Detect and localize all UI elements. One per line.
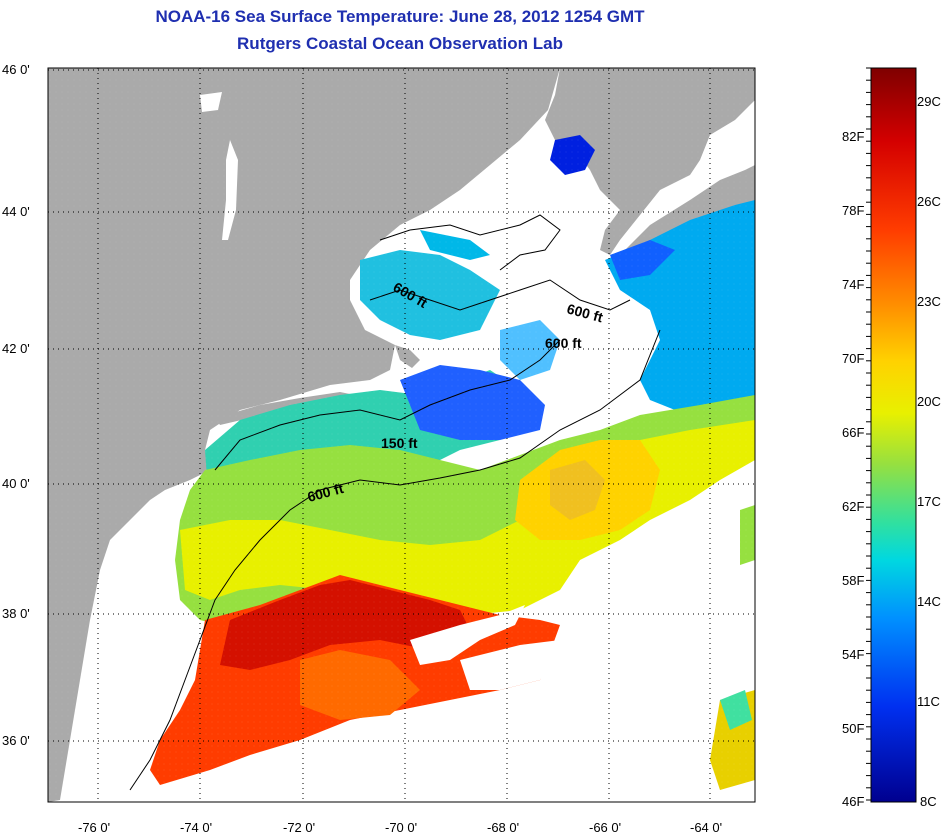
colorbar-f-label: 50F — [842, 721, 864, 736]
contour-label: 600 ft — [545, 335, 582, 351]
lat-label: 42 0' — [2, 341, 30, 356]
colorbar-f-label: 74F — [842, 277, 864, 292]
colorbar-f-label: 58F — [842, 573, 864, 588]
colorbar-f-label: 54F — [842, 647, 864, 662]
colorbar-f-label: 78F — [842, 203, 864, 218]
lon-label: -68 0' — [487, 820, 519, 835]
lon-label: -66 0' — [589, 820, 621, 835]
lat-label: 44 0' — [2, 204, 30, 219]
longitude-labels: -76 0' -74 0' -72 0' -70 0' -68 0' -66 0… — [78, 820, 722, 835]
colorbar-c-label: 23C — [917, 294, 941, 309]
colorbar: 82F 78F 74F 70F 66F 62F 58F 54F 50F 46F … — [842, 67, 941, 809]
lat-label: 40 0' — [2, 476, 30, 491]
contour-label: 150 ft — [381, 435, 418, 451]
colorbar-gradient — [870, 67, 917, 803]
colorbar-c-label: 29C — [917, 94, 941, 109]
colorbar-c-label: 11C — [917, 694, 940, 709]
lon-label: -74 0' — [180, 820, 212, 835]
colorbar-f-label: 46F — [842, 794, 864, 809]
lon-label: -76 0' — [78, 820, 110, 835]
lat-label: 46 0' — [2, 62, 30, 77]
map-subtitle: Rutgers Coastal Ocean Observation Lab — [237, 34, 563, 53]
colorbar-f-label: 82F — [842, 129, 864, 144]
colorbar-c-label: 8C — [920, 794, 937, 809]
colorbar-f-label: 66F — [842, 425, 864, 440]
map-area — [48, 68, 755, 802]
colorbar-c-label: 20C — [917, 394, 941, 409]
lat-label: 38 0' — [2, 606, 30, 621]
lon-label: -70 0' — [385, 820, 417, 835]
lat-label: 36 0' — [2, 733, 30, 748]
lon-label: -72 0' — [283, 820, 315, 835]
map-frame — [47, 67, 756, 803]
colorbar-f-label: 62F — [842, 499, 864, 514]
colorbar-c-label: 14C — [917, 594, 941, 609]
colorbar-f-label: 70F — [842, 351, 864, 366]
map-title: NOAA-16 Sea Surface Temperature: June 28… — [155, 7, 645, 26]
colorbar-c-label: 17C — [917, 494, 941, 509]
latitude-labels: 46 0' 44 0' 42 0' 40 0' 38 0' 36 0' — [2, 62, 30, 748]
colorbar-c-label: 26C — [917, 194, 941, 209]
lon-label: -64 0' — [690, 820, 722, 835]
